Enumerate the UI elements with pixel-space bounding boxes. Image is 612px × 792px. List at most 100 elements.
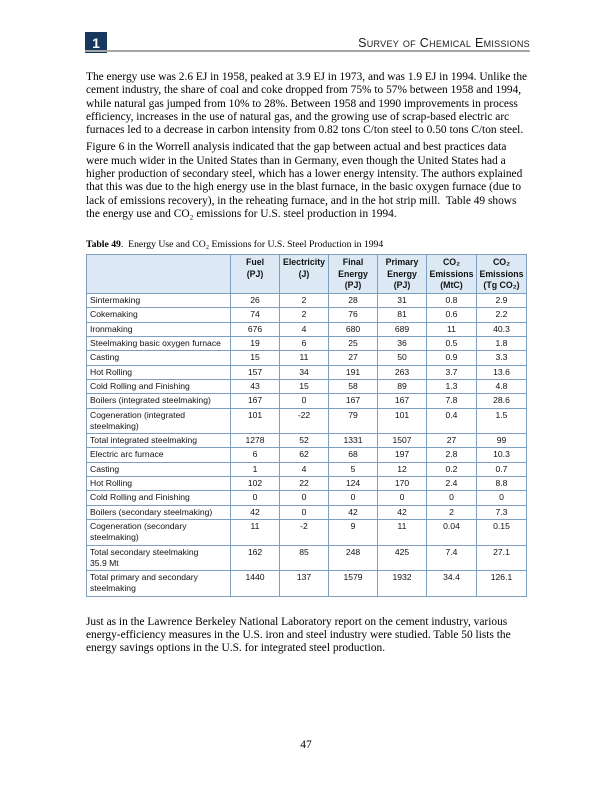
- row-value: 42: [328, 504, 378, 520]
- table-header-row: Fuel (PJ) Electricity (J) Final Energy (…: [86, 254, 527, 295]
- row-label: Hot Rolling: [86, 476, 231, 492]
- row-value: 124: [328, 476, 378, 492]
- row-value: 2.4: [426, 476, 477, 492]
- row-value: 15: [279, 378, 329, 395]
- row-value: 89: [377, 378, 427, 395]
- row-label: Cogeneration (integrated steelmaking): [86, 407, 231, 435]
- row-value: 12: [377, 461, 427, 478]
- table-row: Electric arc furnace 6 62 68 197 2.8 10.…: [86, 447, 527, 463]
- row-value: 263: [377, 364, 427, 380]
- table-row: Cold Rolling and Finishing 0 0 0 0 0 0: [86, 490, 527, 506]
- row-label: Cold Rolling and Finishing: [86, 490, 231, 506]
- row-value: 27.1: [476, 544, 527, 572]
- row-value: 27: [328, 350, 378, 366]
- row-value: 0: [377, 490, 427, 506]
- row-value: 68: [328, 447, 378, 463]
- row-value: 102: [230, 476, 280, 492]
- row-value: 9: [328, 518, 378, 546]
- table-body: Sintermaking 26 2 28 31 0.8 2.9 Cokemaki…: [86, 293, 527, 597]
- row-value: 10.3: [476, 447, 527, 463]
- row-value: 34: [279, 364, 329, 380]
- col-header-co2-tg: CO₂ Emissions (Tg CO₂): [476, 254, 527, 295]
- row-value: 126.1: [476, 570, 527, 597]
- row-value: 7.8: [426, 393, 477, 409]
- row-value: 6: [279, 336, 329, 352]
- row-label: Casting: [86, 350, 231, 366]
- table-header: Fuel (PJ) Electricity (J) Final Energy (…: [86, 254, 527, 295]
- table-row: Hot Rolling 157 34 191 263 3.7 13.6: [86, 364, 527, 380]
- row-value: 22: [279, 476, 329, 492]
- table-row: Cogeneration (integrated steelmaking) 10…: [86, 407, 527, 435]
- row-value: -2: [279, 518, 329, 546]
- row-label: Total primary and secondary steelmaking: [86, 570, 231, 597]
- page-number: 47: [300, 739, 312, 751]
- table-row: Boilers (integrated steelmaking) 167 0 1…: [86, 393, 527, 409]
- row-value: 0: [476, 490, 527, 506]
- col-header-final-energy: Final Energy (PJ): [328, 254, 378, 295]
- row-value: 1.8: [476, 336, 527, 352]
- row-value: 680: [328, 321, 378, 338]
- row-value: 197: [377, 447, 427, 463]
- table-caption: Table 49. Energy Use and CO₂ Emissions f…: [86, 239, 531, 251]
- table-caption-label: Table 49: [86, 239, 121, 251]
- row-value: 99: [476, 433, 527, 449]
- row-value: 248: [328, 544, 378, 572]
- paragraph-energy-use: The energy use was 2.6 EJ in 1958, peake…: [86, 71, 530, 137]
- row-value: 2: [279, 307, 329, 323]
- table-row: Casting 15 11 27 50 0.9 3.3: [86, 350, 527, 366]
- row-value: 7.4: [426, 544, 477, 572]
- table-49-energy-emissions: Fuel (PJ) Electricity (J) Final Energy (…: [86, 254, 527, 597]
- row-value: 689: [377, 321, 427, 338]
- row-value: 0: [230, 490, 280, 506]
- row-value: 0.8: [426, 293, 477, 309]
- row-value: 0.6: [426, 307, 477, 323]
- row-label: Hot Rolling: [86, 364, 231, 380]
- row-value: 676: [230, 321, 280, 338]
- col-header-co2-mtc: CO₂ Emissions (MtC): [426, 254, 477, 295]
- row-value: 191: [328, 364, 378, 380]
- row-value: 34.4: [426, 570, 477, 597]
- row-value: 40.3: [476, 321, 527, 338]
- row-value: 1932: [377, 570, 427, 597]
- row-value: 0.15: [476, 518, 527, 546]
- paragraph-lbnl-report: Just as in the Lawrence Berkeley Nationa…: [86, 615, 514, 655]
- row-value: 0.5: [426, 336, 477, 352]
- row-value: 0: [426, 490, 477, 506]
- row-value: 11: [377, 518, 427, 546]
- paragraph-worrell-analysis: Figure 6 in the Worrell analysis indicat…: [86, 141, 526, 220]
- table-row: Sintermaking 26 2 28 31 0.8 2.9: [86, 293, 527, 309]
- row-value: 19: [230, 336, 280, 352]
- row-value: 36: [377, 336, 427, 352]
- row-value: 0: [279, 393, 329, 409]
- row-value: 167: [328, 393, 378, 409]
- row-value: 79: [328, 407, 378, 435]
- row-label: Casting: [86, 461, 231, 478]
- row-value: 42: [377, 504, 427, 520]
- row-value: 101: [230, 407, 280, 435]
- row-value: 0: [328, 490, 378, 506]
- row-label: Boilers (secondary steelmaking): [86, 504, 231, 520]
- table-row: Cogeneration (secondary steelmaking) 11 …: [86, 518, 527, 546]
- row-value: 25: [328, 336, 378, 352]
- row-value: 27: [426, 433, 477, 449]
- table-row: Total primary and secondary steelmaking …: [86, 570, 527, 597]
- table-row: Total integrated steelmaking 1278 52 133…: [86, 433, 527, 449]
- row-value: -22: [279, 407, 329, 435]
- chapter-number: 1: [92, 34, 100, 51]
- col-header-electricity: Electricity (J): [279, 254, 329, 295]
- row-value: 28.6: [476, 393, 527, 409]
- table-row: Total secondary steelmaking 35.9 Mt 162 …: [86, 544, 527, 572]
- table-row: Casting 1 4 5 12 0.2 0.7: [86, 461, 527, 478]
- row-value: 8.8: [476, 476, 527, 492]
- row-value: 1.3: [426, 378, 477, 395]
- table-row: Cokemaking 74 2 76 81 0.6 2.2: [86, 307, 527, 323]
- row-value: 1278: [230, 433, 280, 449]
- row-value: 0.9: [426, 350, 477, 366]
- row-value: 6: [230, 447, 280, 463]
- row-value: 42: [230, 504, 280, 520]
- row-value: 2.8: [426, 447, 477, 463]
- row-label: Boilers (integrated steelmaking): [86, 393, 231, 409]
- row-label: Steelmaking basic oxygen furnace: [86, 336, 231, 352]
- row-value: 0: [279, 504, 329, 520]
- table-row: Hot Rolling 102 22 124 170 2.4 8.8: [86, 476, 527, 492]
